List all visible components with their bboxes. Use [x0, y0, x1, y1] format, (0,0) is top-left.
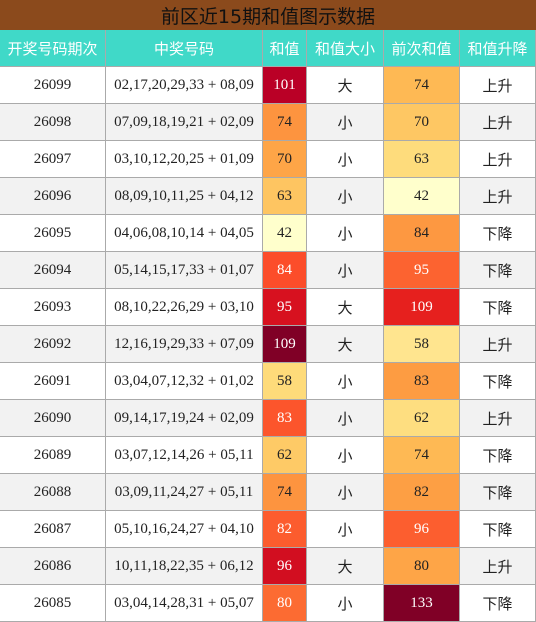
data-cell: 10,11,18,22,35 + 06,12 [106, 548, 263, 585]
heat-cell: 109 [263, 326, 307, 363]
data-cell: 26086 [0, 548, 106, 585]
data-cell: 26085 [0, 585, 106, 622]
header-cell: 和值大小 [307, 30, 384, 67]
header-cell: 中奖号码 [106, 30, 263, 67]
text-cell: 上升 [460, 104, 536, 141]
heat-cell: 96 [263, 548, 307, 585]
header-cell: 前次和值 [384, 30, 460, 67]
text-cell: 小 [307, 215, 384, 252]
text-cell: 上升 [460, 548, 536, 585]
text-cell: 上升 [460, 67, 536, 104]
text-cell: 小 [307, 474, 384, 511]
text-cell: 大 [307, 326, 384, 363]
text-cell: 小 [307, 104, 384, 141]
data-cell: 26098 [0, 104, 106, 141]
heat-cell: 83 [384, 363, 460, 400]
data-cell: 26093 [0, 289, 106, 326]
text-cell: 上升 [460, 326, 536, 363]
text-cell: 下降 [460, 363, 536, 400]
heat-cell: 80 [384, 548, 460, 585]
heat-cell: 70 [384, 104, 460, 141]
text-cell: 小 [307, 252, 384, 289]
text-cell: 下降 [460, 437, 536, 474]
data-cell: 03,04,14,28,31 + 05,07 [106, 585, 263, 622]
text-cell: 下降 [460, 585, 536, 622]
text-cell: 大 [307, 548, 384, 585]
heat-cell: 96 [384, 511, 460, 548]
header-cell: 开奖号码期次 [0, 30, 106, 67]
text-cell: 小 [307, 437, 384, 474]
heat-cell: 58 [384, 326, 460, 363]
text-cell: 小 [307, 400, 384, 437]
heat-cell: 95 [384, 252, 460, 289]
data-cell: 26096 [0, 178, 106, 215]
text-cell: 大 [307, 67, 384, 104]
data-cell: 03,07,12,14,26 + 05,11 [106, 437, 263, 474]
data-cell: 26087 [0, 511, 106, 548]
heat-cell: 74 [263, 104, 307, 141]
text-cell: 小 [307, 585, 384, 622]
heat-cell: 84 [384, 215, 460, 252]
data-cell: 03,04,07,12,32 + 01,02 [106, 363, 263, 400]
data-cell: 02,17,20,29,33 + 08,09 [106, 67, 263, 104]
heat-cell: 133 [384, 585, 460, 622]
data-cell: 12,16,19,29,33 + 07,09 [106, 326, 263, 363]
text-cell: 下降 [460, 215, 536, 252]
heat-cell: 42 [384, 178, 460, 215]
header-cell: 和值 [263, 30, 307, 67]
heat-cell: 63 [263, 178, 307, 215]
data-cell: 04,06,08,10,14 + 04,05 [106, 215, 263, 252]
heat-cell: 58 [263, 363, 307, 400]
data-cell: 03,10,12,20,25 + 01,09 [106, 141, 263, 178]
data-cell: 26088 [0, 474, 106, 511]
heat-cell: 74 [384, 437, 460, 474]
heat-cell: 109 [384, 289, 460, 326]
heat-cell: 42 [263, 215, 307, 252]
text-cell: 小 [307, 178, 384, 215]
text-cell: 上升 [460, 400, 536, 437]
data-cell: 09,14,17,19,24 + 02,09 [106, 400, 263, 437]
heat-cell: 74 [263, 474, 307, 511]
data-cell: 26095 [0, 215, 106, 252]
data-cell: 26090 [0, 400, 106, 437]
data-cell: 26094 [0, 252, 106, 289]
data-cell: 08,10,22,26,29 + 03,10 [106, 289, 263, 326]
data-cell: 26091 [0, 363, 106, 400]
heat-cell: 101 [263, 67, 307, 104]
data-cell: 08,09,10,11,25 + 04,12 [106, 178, 263, 215]
data-cell: 26099 [0, 67, 106, 104]
heat-cell: 80 [263, 585, 307, 622]
text-cell: 下降 [460, 474, 536, 511]
data-cell: 26092 [0, 326, 106, 363]
text-cell: 下降 [460, 511, 536, 548]
text-cell: 上升 [460, 141, 536, 178]
heat-cell: 84 [263, 252, 307, 289]
heat-cell: 74 [384, 67, 460, 104]
data-cell: 26089 [0, 437, 106, 474]
data-cell: 05,14,15,17,33 + 01,07 [106, 252, 263, 289]
data-cell: 03,09,11,24,27 + 05,11 [106, 474, 263, 511]
text-cell: 下降 [460, 289, 536, 326]
text-cell: 下降 [460, 252, 536, 289]
header-cell: 和值升降 [460, 30, 536, 67]
text-cell: 小 [307, 363, 384, 400]
heat-cell: 82 [384, 474, 460, 511]
text-cell: 小 [307, 511, 384, 548]
text-cell: 上升 [460, 178, 536, 215]
data-cell: 05,10,16,24,27 + 04,10 [106, 511, 263, 548]
text-cell: 小 [307, 141, 384, 178]
heat-cell: 83 [263, 400, 307, 437]
heat-cell: 82 [263, 511, 307, 548]
heat-cell: 62 [384, 400, 460, 437]
data-cell: 07,09,18,19,21 + 02,09 [106, 104, 263, 141]
title: 前区近15期和值图示数据 [0, 0, 536, 30]
heat-cell: 63 [384, 141, 460, 178]
heat-cell: 62 [263, 437, 307, 474]
heat-cell: 95 [263, 289, 307, 326]
data-cell: 26097 [0, 141, 106, 178]
text-cell: 大 [307, 289, 384, 326]
heat-cell: 70 [263, 141, 307, 178]
